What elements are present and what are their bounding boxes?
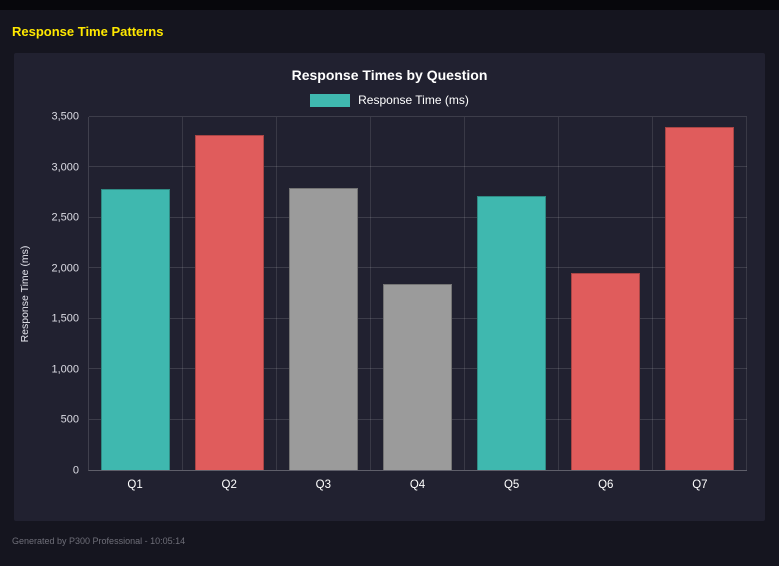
h-gridline bbox=[89, 166, 747, 168]
h-gridline bbox=[89, 267, 747, 269]
bar-q6[interactable] bbox=[571, 273, 640, 470]
y-tick-label: 3,500 bbox=[51, 110, 79, 123]
x-axis-labels: Q1 Q2 Q3 Q4 Q5 Q6 Q7 bbox=[88, 479, 747, 491]
y-tick-label: 1,000 bbox=[51, 363, 79, 376]
bar-q1[interactable] bbox=[101, 188, 170, 470]
bar-slot bbox=[371, 117, 465, 470]
y-axis-title: Response Time (ms) bbox=[19, 245, 31, 343]
header: Response Time Patterns bbox=[0, 10, 779, 53]
plot-area bbox=[88, 116, 747, 471]
x-tick-label: Q2 bbox=[221, 479, 237, 491]
window-top-strip bbox=[0, 0, 779, 10]
y-tick-label: 3,000 bbox=[51, 161, 79, 174]
bar-slot bbox=[183, 117, 277, 470]
y-tick-label: 2,500 bbox=[51, 211, 79, 224]
y-axis-title-column: Response Time (ms) bbox=[14, 117, 36, 471]
x-tick-label: Q1 bbox=[127, 479, 143, 491]
bar-slot bbox=[89, 117, 183, 470]
bar-q3[interactable] bbox=[289, 187, 358, 470]
bar-q2[interactable] bbox=[195, 135, 264, 470]
bar-q7[interactable] bbox=[665, 127, 734, 470]
chart-title: Response Times by Question bbox=[291, 67, 488, 83]
x-tick-label: Q4 bbox=[409, 479, 426, 491]
x-tick-label: Q5 bbox=[503, 479, 520, 491]
y-tick-label: 500 bbox=[60, 413, 79, 426]
x-tick-label: Q6 bbox=[598, 479, 614, 491]
x-tick-label: Q7 bbox=[692, 479, 708, 491]
bar-slot bbox=[653, 117, 747, 470]
x-tick-label: Q3 bbox=[315, 479, 332, 491]
chart-panel: Response Times by Question Response Time… bbox=[14, 53, 765, 521]
bar-q4[interactable] bbox=[383, 284, 452, 470]
y-axis-ticks: 0 500 1,000 1,500 2,000 2,500 3,000 3,500 bbox=[36, 111, 88, 476]
legend-swatch bbox=[310, 93, 351, 107]
y-tick-label: 1,500 bbox=[51, 312, 79, 325]
legend-label: Response Time (ms) bbox=[358, 93, 469, 107]
h-gridline bbox=[89, 216, 747, 218]
footer: Generated by P300 Professional - 10:05:1… bbox=[0, 521, 779, 549]
bar-q5[interactable] bbox=[477, 195, 546, 470]
y-tick-label: 0 bbox=[72, 464, 79, 477]
chart-body: Response Time (ms) 0 500 1,000 1,500 2,000 2,… bbox=[14, 111, 747, 476]
footer-text: Generated by P300 Professional - 10:05:1… bbox=[12, 536, 186, 546]
y-tick-label: 2,000 bbox=[51, 262, 79, 275]
chart-legend[interactable]: Response Time (ms) bbox=[14, 93, 765, 107]
bar-slot bbox=[465, 117, 559, 470]
bar-slot bbox=[559, 117, 653, 470]
bar-slot bbox=[277, 117, 371, 470]
h-gridline bbox=[89, 116, 747, 117]
page-title: Response Time Patterns bbox=[12, 24, 164, 39]
